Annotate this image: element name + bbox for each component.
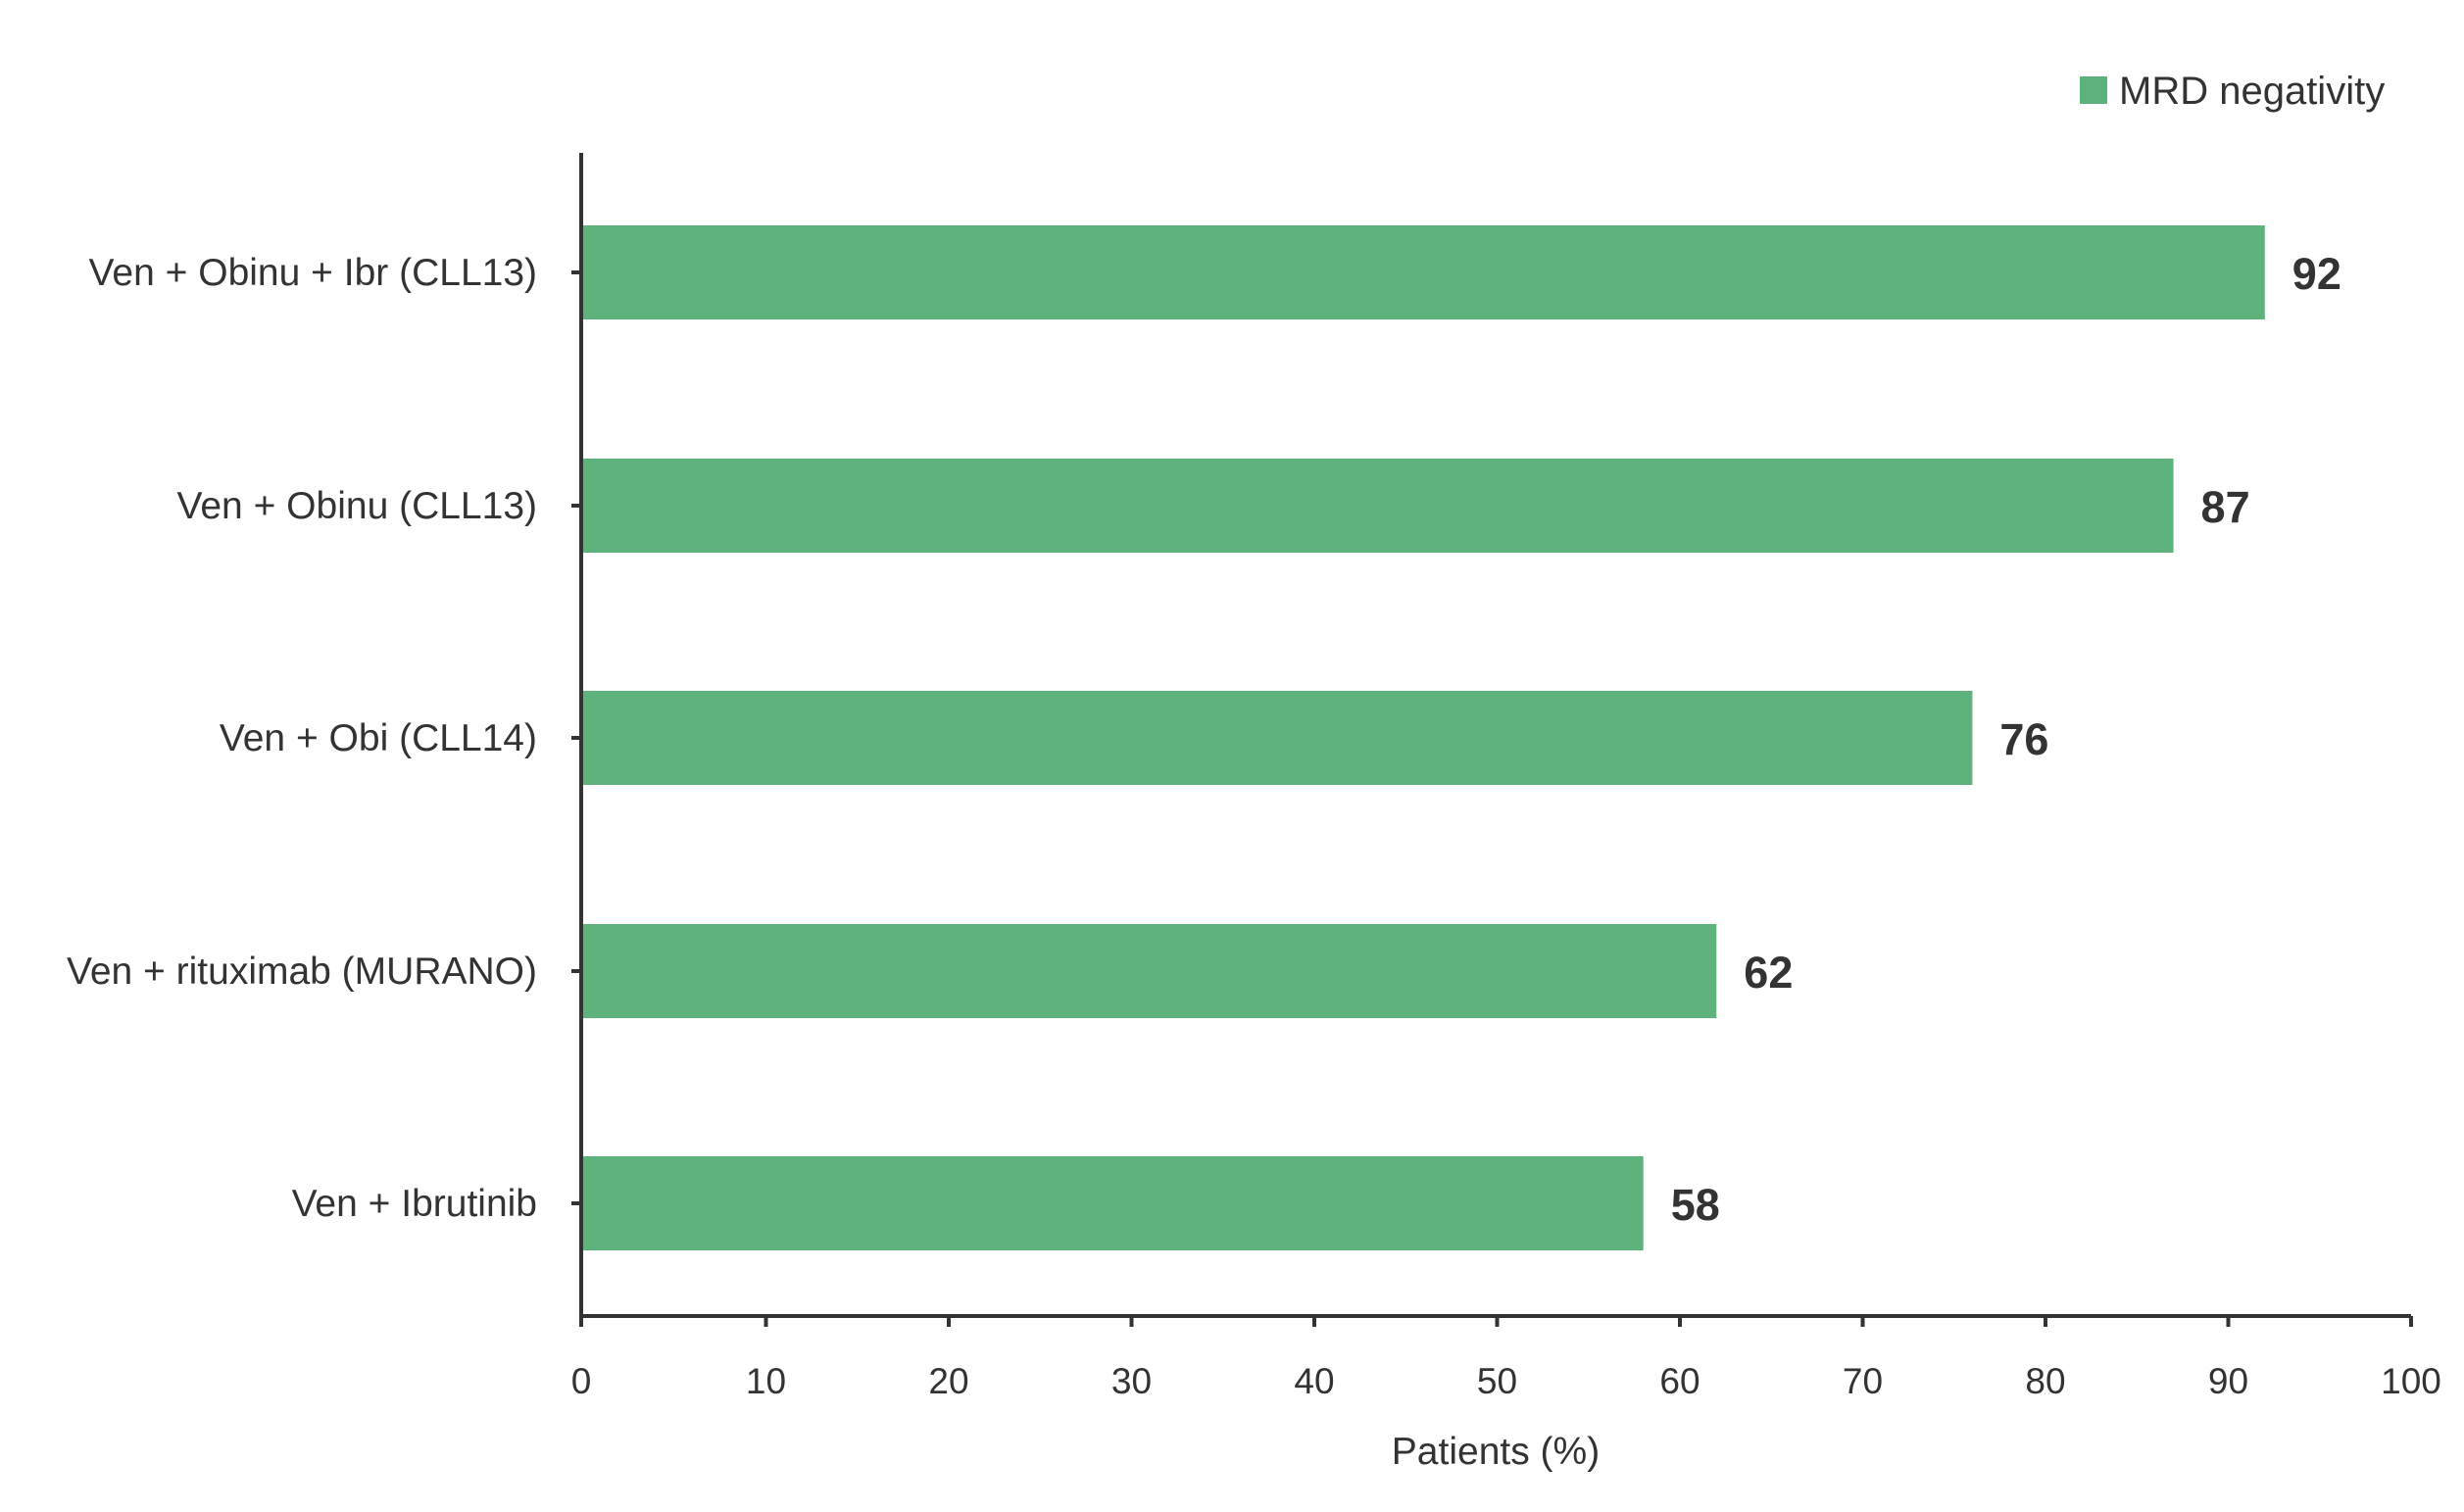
x-tick-label: 40: [1294, 1361, 1334, 1401]
x-axis-title: Patients (%): [1392, 1431, 1600, 1473]
bar: [583, 924, 1717, 1018]
x-tick-label: 70: [1843, 1361, 1883, 1401]
value-labels: 92 87 76 62 58: [1671, 249, 2341, 1230]
category-label: Ven + Ibrutinib: [292, 1183, 537, 1225]
x-tick-label: 50: [1477, 1361, 1517, 1401]
bar: [583, 225, 2265, 319]
x-tick-label: 10: [746, 1361, 786, 1401]
x-tick-label: 20: [928, 1361, 968, 1401]
x-tick-label: 0: [571, 1361, 592, 1401]
x-tick-label: 90: [2208, 1361, 2248, 1401]
bar: [583, 691, 1973, 785]
legend-swatch: [2080, 76, 2107, 104]
category-label: Ven + rituximab (MURANO): [67, 951, 537, 993]
category-label: Ven + Obinu (CLL13): [177, 485, 538, 527]
bar: [583, 459, 2174, 553]
bar-value-label: 58: [1671, 1180, 1720, 1230]
bar-value-label: 62: [1744, 948, 1793, 998]
x-ticks: 0 10 20 30 40 50 60 70 80 90 100: [571, 1316, 2441, 1401]
bars: [583, 225, 2265, 1250]
legend: MRD negativity: [2080, 70, 2385, 113]
x-tick-label: 60: [1659, 1361, 1700, 1401]
category-label: Ven + Obinu + Ibr (CLL13): [89, 252, 537, 294]
legend-entry: MRD negativity: [2119, 70, 2385, 113]
x-tick-label: 30: [1111, 1361, 1152, 1401]
bar-value-label: 92: [2292, 249, 2341, 299]
y-ticks: Ven + Obinu + Ibr (CLL13) Ven + Obinu (CL…: [67, 252, 581, 1225]
category-label: Ven + Obi (CLL14): [220, 717, 537, 759]
bar-value-label: 87: [2201, 482, 2250, 532]
x-tick-label: 100: [2381, 1361, 2441, 1401]
bar-value-label: 76: [1999, 714, 2048, 764]
bar: [583, 1156, 1644, 1250]
x-tick-label: 80: [2025, 1361, 2065, 1401]
